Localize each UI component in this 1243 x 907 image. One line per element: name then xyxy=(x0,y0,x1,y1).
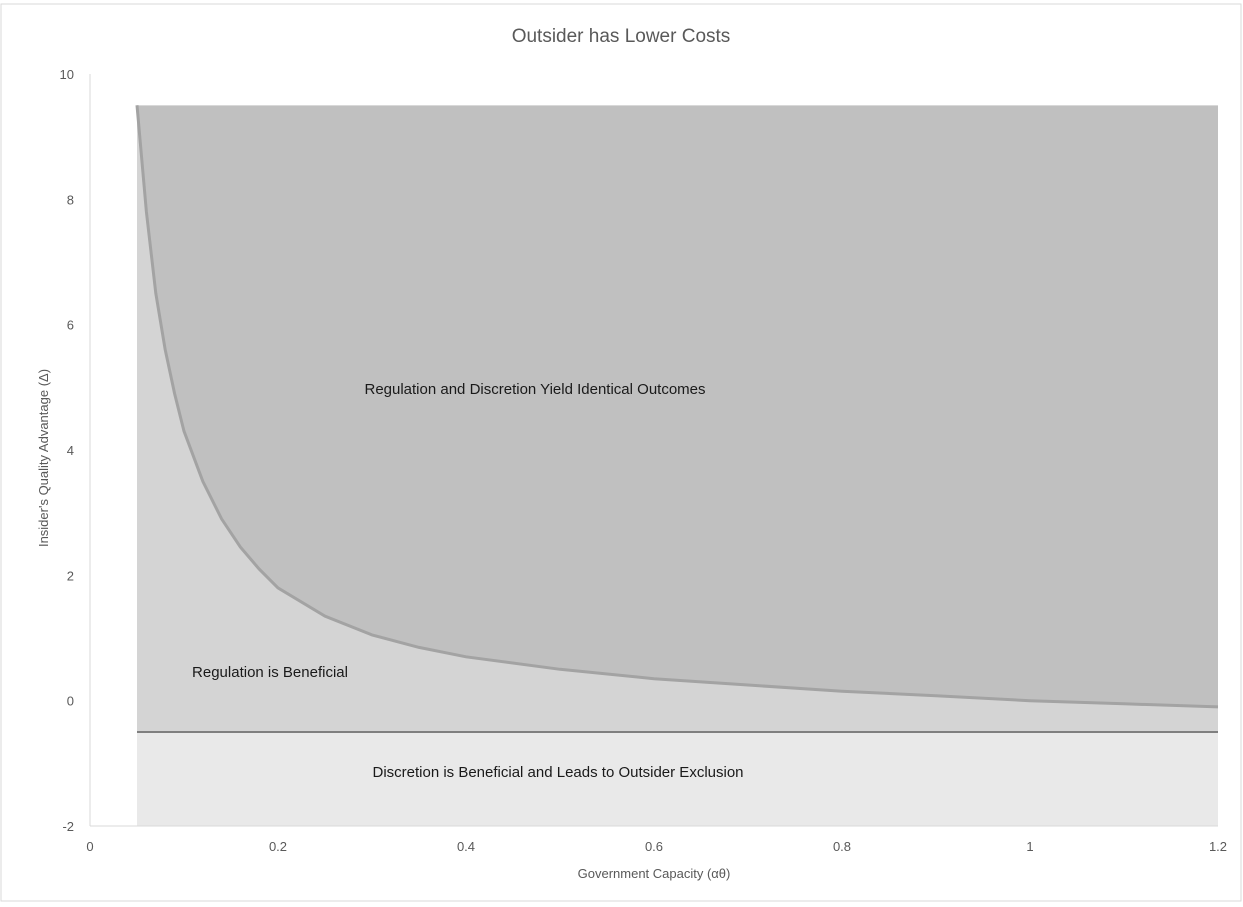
x-tick-label: 1.2 xyxy=(1209,839,1227,854)
y-axis-label: Insider's Quality Advantage (Δ) xyxy=(36,369,51,547)
x-tick-label: 1 xyxy=(1026,839,1033,854)
y-tick-label: 2 xyxy=(67,568,74,583)
y-tick-label: 10 xyxy=(60,67,74,82)
y-tick-label: 6 xyxy=(67,318,74,333)
region-identical-outcomes-area xyxy=(137,105,1218,707)
y-tick-label: 4 xyxy=(67,443,74,458)
y-axis-ticks: -2 0 2 4 6 8 10 xyxy=(60,67,74,834)
region-label-discretion-beneficial: Discretion is Beneficial and Leads to Ou… xyxy=(372,764,743,781)
y-tick-label: 0 xyxy=(67,694,74,709)
region-exclusion-area xyxy=(137,732,1218,826)
x-axis-ticks: 0 0.2 0.4 0.6 0.8 1 1.2 xyxy=(86,839,1227,854)
y-tick-label: 8 xyxy=(67,192,74,207)
region-label-regulation-beneficial: Regulation is Beneficial xyxy=(192,664,348,681)
y-tick-label: -2 xyxy=(62,819,74,834)
region-label-identical-outcomes: Regulation and Discretion Yield Identica… xyxy=(364,381,705,398)
boundary-curve xyxy=(135,105,1219,709)
x-tick-label: 0 xyxy=(86,839,93,854)
x-axis-label: Government Capacity (αθ) xyxy=(578,866,731,881)
x-tick-label: 0.4 xyxy=(457,839,475,854)
regions-layer xyxy=(137,105,1218,826)
region-regulation-beneficial-area xyxy=(137,105,1218,733)
x-tick-label: 0.8 xyxy=(833,839,851,854)
x-tick-label: 0.6 xyxy=(645,839,663,854)
chart-title: Outsider has Lower Costs xyxy=(512,26,731,47)
x-tick-label: 0.2 xyxy=(269,839,287,854)
